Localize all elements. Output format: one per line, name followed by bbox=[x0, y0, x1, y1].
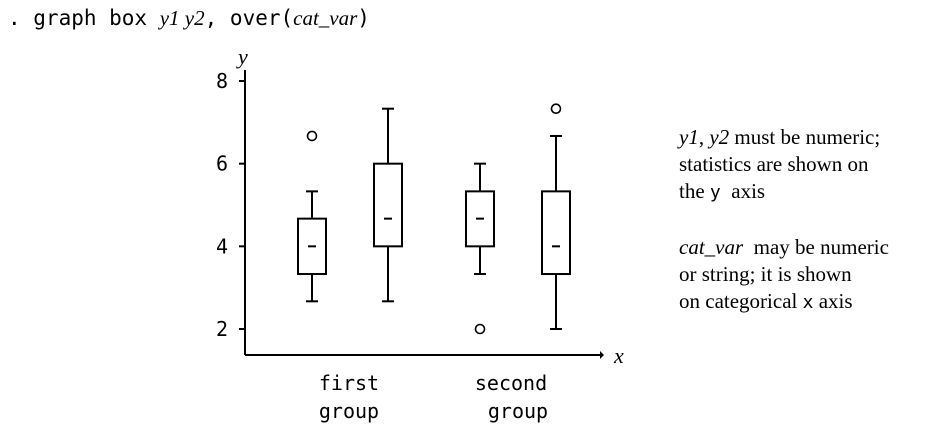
iqr-box bbox=[297, 217, 327, 276]
stata-command: . graph box y1 y2, over(cat_var) bbox=[8, 6, 370, 31]
command-option-close: ) bbox=[357, 6, 370, 30]
y-tick-label: 6 bbox=[216, 152, 228, 176]
category-label-line1: first bbox=[319, 371, 379, 395]
command-option-arg: cat_var bbox=[293, 6, 358, 30]
x-axis-label: x bbox=[613, 343, 624, 368]
note-line-3: the y axis bbox=[679, 178, 765, 206]
outlier-point bbox=[306, 130, 318, 142]
note-line-1: y1, y2 must be numeric; bbox=[679, 124, 880, 151]
note-axis-y: y bbox=[709, 182, 721, 203]
category-label-line2: group bbox=[319, 399, 379, 423]
box-3 bbox=[465, 162, 495, 335]
note-text-6a: on categorical bbox=[679, 289, 803, 313]
box-4 bbox=[541, 103, 571, 330]
note-text-3a: the bbox=[679, 179, 710, 203]
iqr-box bbox=[373, 162, 403, 248]
y-tick-label: 2 bbox=[216, 317, 228, 341]
y-tick-label: 4 bbox=[216, 234, 228, 258]
note-axis-x: x bbox=[802, 292, 814, 313]
box-2 bbox=[373, 107, 403, 303]
command-varlist: y1 y2 bbox=[159, 6, 205, 30]
note-line-6: on categorical x axis bbox=[679, 288, 853, 316]
outlier-point bbox=[550, 103, 562, 114]
y-tick-label: 8 bbox=[216, 69, 228, 93]
note-text-6b: axis bbox=[813, 289, 853, 313]
note-var-y1: y1 bbox=[679, 125, 699, 149]
note-line-5: or string; it is shown bbox=[679, 262, 852, 286]
note-line-2: statistics are shown on bbox=[679, 152, 869, 176]
note-line-4: cat_var may be numeric bbox=[679, 234, 889, 261]
box-1 bbox=[297, 130, 327, 303]
outlier-point bbox=[474, 323, 486, 335]
note-text-4: may be numeric bbox=[743, 235, 889, 259]
plot-axes: y x bbox=[236, 44, 624, 368]
category-label-line1: second bbox=[475, 371, 547, 395]
x-axis-arrow-icon bbox=[600, 351, 604, 359]
note-var-catvar: cat_var bbox=[679, 235, 744, 259]
note-sep: , bbox=[698, 125, 710, 149]
y-axis-label: y bbox=[236, 44, 248, 69]
note-text-1: must be numeric; bbox=[729, 125, 881, 149]
note-var-y2: y2 bbox=[709, 125, 730, 149]
command-option-open: over( bbox=[229, 6, 294, 30]
command-comma: , bbox=[204, 6, 230, 30]
category-label-line2: group bbox=[488, 399, 548, 423]
iqr-box bbox=[541, 190, 571, 276]
note-text-3b: axis bbox=[720, 179, 766, 203]
command-prompt: . graph box bbox=[8, 6, 160, 30]
iqr-box bbox=[465, 190, 495, 248]
